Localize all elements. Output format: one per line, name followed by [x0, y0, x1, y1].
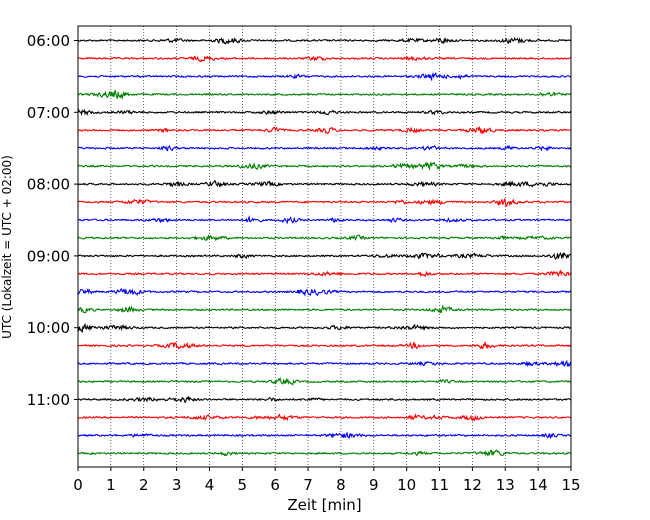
trace-0600	[77, 36, 572, 45]
x-tick-label: 14	[529, 476, 548, 494]
trace-0845	[77, 233, 572, 242]
x-tick-label: 0	[73, 476, 83, 494]
trace-1045	[77, 376, 572, 386]
y-tick-label: 10:00	[27, 319, 70, 337]
trace-0715	[77, 125, 572, 135]
trace-1015	[77, 340, 572, 350]
plot-frame	[77, 25, 572, 468]
x-tick-label: 9	[369, 476, 379, 494]
trace-0615	[77, 55, 572, 63]
y-axis-label: UTC (Lokalzeit = UTC + 02:00)	[0, 155, 14, 339]
x-tick-label: 4	[205, 476, 215, 494]
x-tick-label: 1	[106, 476, 116, 494]
y-tick-label: 11:00	[27, 391, 70, 409]
x-axis-ticks: 0 1 2 3 4 5 6 7 8 9 10 11 12 13 14 15	[73, 467, 581, 494]
x-tick-label: 15	[561, 476, 580, 494]
trace-0945	[77, 304, 572, 314]
trace-1000	[77, 323, 572, 334]
y-tick-label: 06:00	[27, 32, 70, 50]
trace-0930	[77, 287, 572, 297]
y-tick-label: 09:00	[27, 247, 70, 265]
trace-0645	[77, 89, 572, 100]
x-tick-label: 10	[397, 476, 416, 494]
trace-1030	[77, 360, 572, 368]
x-tick-label: 2	[139, 476, 149, 494]
trace-0630	[77, 71, 572, 82]
x-tick-label: 6	[270, 476, 280, 494]
trace-0830	[77, 214, 572, 225]
x-tick-label: 8	[336, 476, 346, 494]
y-tick-label: 08:00	[27, 176, 70, 194]
y-tick-label: 07:00	[27, 104, 70, 122]
seismic-traces	[77, 36, 572, 457]
trace-1100	[77, 395, 572, 404]
trace-1115	[77, 413, 572, 422]
y-axis-ticks: 06:00 07:00 08:00 09:00 10:00 11:00	[27, 32, 78, 409]
trace-0745	[77, 161, 572, 171]
trace-0800	[77, 180, 572, 188]
trace-1145	[77, 449, 572, 457]
trace-0815	[77, 198, 572, 208]
trace-0730	[77, 144, 572, 152]
grid-lines	[110, 26, 539, 467]
trace-0900	[77, 251, 572, 260]
x-tick-label: 12	[463, 476, 482, 494]
x-tick-label: 3	[172, 476, 182, 494]
x-tick-label: 13	[496, 476, 515, 494]
x-tick-label: 11	[430, 476, 449, 494]
x-axis-label: Zeit [min]	[287, 496, 361, 514]
trace-0700	[77, 108, 572, 117]
x-tick-label: 5	[238, 476, 248, 494]
trace-1130	[77, 431, 572, 440]
trace-0915	[77, 269, 572, 278]
x-tick-label: 7	[303, 476, 313, 494]
